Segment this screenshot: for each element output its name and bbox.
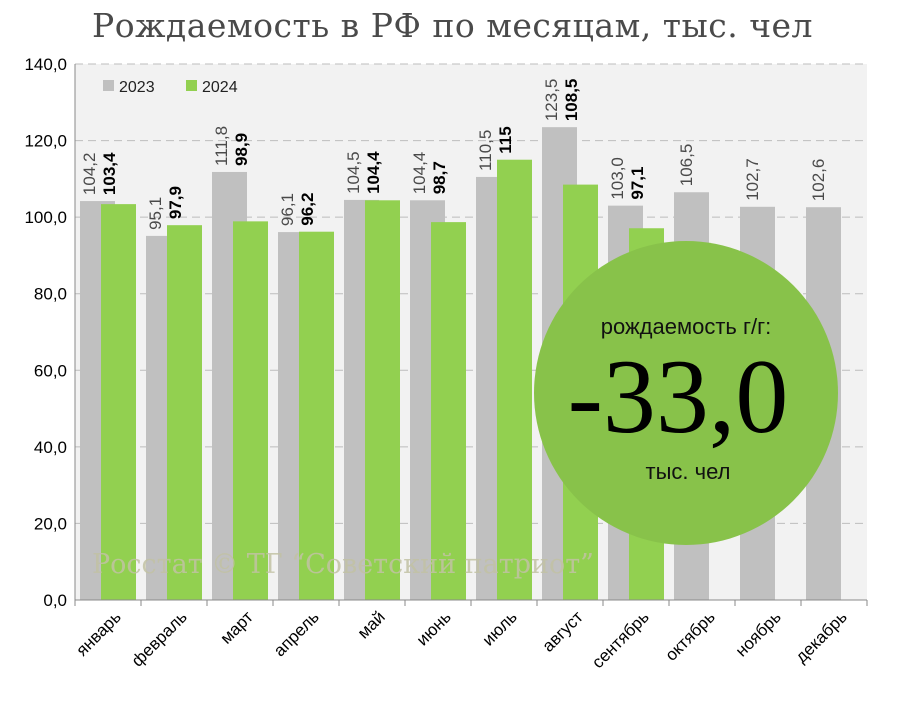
y-tick-label: 100,0 bbox=[24, 208, 67, 227]
value-label-2023: 104,2 bbox=[80, 153, 99, 196]
x-category-label: март bbox=[217, 607, 257, 647]
watermark: Росстат © ТГ “Советский патриот” bbox=[92, 549, 594, 580]
callout-caption: рождаемость г/г: bbox=[601, 314, 772, 339]
legend-label-2023: 2023 bbox=[119, 79, 155, 96]
value-label-2023: 111,8 bbox=[212, 126, 231, 166]
bar-2024 bbox=[299, 231, 334, 601]
callout-unit: тыс. чел bbox=[646, 459, 731, 484]
value-label-2023: 123,5 bbox=[542, 79, 561, 122]
x-category-label: декабрь bbox=[792, 607, 851, 666]
x-category-label: август bbox=[539, 607, 587, 655]
value-label-2024: 108,5 bbox=[562, 79, 581, 122]
value-label-2024: 98,7 bbox=[430, 161, 449, 194]
bar-2024 bbox=[365, 200, 400, 600]
x-category-label: апрель bbox=[270, 607, 323, 660]
bar-2024 bbox=[167, 225, 202, 600]
x-category-label: ноябрь bbox=[732, 607, 785, 660]
value-label-2023: 106,5 bbox=[677, 144, 696, 187]
y-tick-label: 40,0 bbox=[34, 438, 67, 457]
value-label-2024: 97,1 bbox=[628, 167, 647, 200]
value-label-2023: 102,7 bbox=[743, 158, 762, 201]
y-tick-label: 140,0 bbox=[24, 55, 67, 74]
value-label-2024: 115 bbox=[496, 126, 515, 153]
legend-swatch-2024 bbox=[186, 80, 197, 91]
value-label-2023: 103,0 bbox=[608, 157, 627, 200]
value-label-2024: 103,4 bbox=[100, 152, 119, 195]
yoy-callout: рождаемость г/г: -33,0 тыс. чел bbox=[534, 241, 838, 545]
x-category-label: июль bbox=[479, 607, 521, 649]
y-tick-label: 80,0 bbox=[34, 285, 67, 304]
value-label-2023: 104,4 bbox=[410, 152, 429, 195]
legend-swatch-2023 bbox=[103, 80, 114, 91]
callout-circle bbox=[534, 241, 838, 545]
x-category-label: октябрь bbox=[661, 607, 718, 664]
x-category-label: февраль bbox=[128, 607, 191, 670]
x-category-label: май bbox=[354, 607, 389, 642]
bar-2024 bbox=[233, 221, 268, 600]
bar-2024 bbox=[101, 204, 136, 600]
y-tick-label: 20,0 bbox=[34, 514, 67, 533]
value-label-2023: 104,5 bbox=[344, 151, 363, 194]
bar-2024 bbox=[431, 222, 466, 600]
value-label-2023: 110,5 bbox=[476, 130, 495, 171]
chart-title: Рождаемость в РФ по месяцам, тыс. чел bbox=[92, 6, 814, 45]
y-tick-label: 120,0 bbox=[24, 132, 67, 151]
x-category-label: июнь bbox=[413, 607, 455, 649]
legend-label-2024: 2024 bbox=[202, 79, 238, 96]
x-category-label: январь bbox=[72, 607, 125, 660]
y-tick-label: 60,0 bbox=[34, 361, 67, 380]
value-label-2023: 96,1 bbox=[278, 193, 297, 226]
value-label-2024: 97,9 bbox=[166, 186, 185, 219]
value-label-2024: 96,2 bbox=[298, 193, 317, 226]
bar-2024 bbox=[497, 159, 532, 600]
x-category-label: сентябрь bbox=[588, 607, 653, 672]
y-tick-label: 0,0 bbox=[43, 591, 67, 610]
value-label-2024: 104,4 bbox=[364, 151, 383, 194]
value-label-2024: 98,9 bbox=[232, 133, 251, 166]
callout-value: -33,0 bbox=[568, 338, 789, 455]
value-label-2023: 102,6 bbox=[809, 159, 828, 202]
value-label-2023: 95,1 bbox=[146, 197, 165, 230]
